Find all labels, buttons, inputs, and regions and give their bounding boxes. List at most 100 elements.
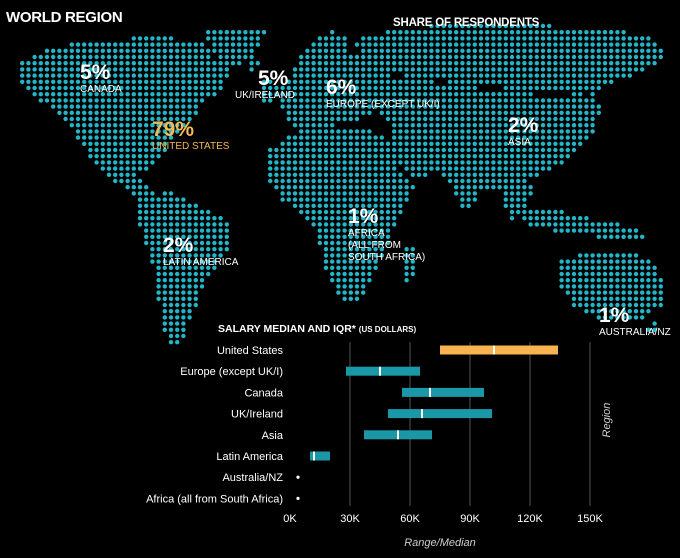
- map-dot: [150, 48, 155, 53]
- map-dot: [478, 129, 484, 134]
- map-dot: [528, 154, 533, 159]
- map-dot: [330, 67, 335, 72]
- map-dot: [584, 48, 589, 53]
- map-dot: [640, 42, 645, 47]
- map-dot: [485, 73, 490, 78]
- map-dot: [379, 178, 384, 184]
- map-dot: [336, 191, 341, 196]
- map-dot: [156, 61, 161, 66]
- map-dot: [75, 42, 81, 47]
- map-dot: [472, 98, 477, 103]
- map-dot: [392, 85, 397, 91]
- map-dot: [466, 42, 471, 47]
- map-dot: [243, 30, 248, 35]
- map-dot: [162, 222, 167, 227]
- map-dot: [373, 185, 378, 190]
- map-dot: [63, 110, 68, 116]
- map-dot: [193, 42, 198, 47]
- map-dot: [553, 216, 558, 221]
- map-dot: [379, 36, 384, 41]
- map-dot: [82, 73, 87, 78]
- map-dot: [547, 129, 552, 134]
- map-dot: [522, 116, 527, 122]
- map-dot: [317, 228, 322, 233]
- map-dot: [559, 79, 564, 85]
- map-dot: [317, 85, 322, 91]
- map-dot: [354, 247, 360, 252]
- map-dot: [615, 228, 620, 233]
- map-dot: [181, 240, 186, 246]
- map-dot: [224, 54, 229, 60]
- map-dot: [454, 85, 459, 91]
- map-dot: [168, 85, 174, 91]
- map-dot: [571, 259, 577, 264]
- map-dot: [466, 85, 471, 91]
- map-dot: [373, 160, 378, 165]
- map-dot: [652, 48, 657, 53]
- map-dot: [156, 42, 161, 47]
- map-dot: [162, 284, 167, 289]
- map-dot: [311, 116, 316, 122]
- map-dot: [410, 247, 415, 252]
- map-dot: [509, 116, 515, 122]
- map-dot: [311, 98, 316, 103]
- map-dot: [578, 42, 583, 47]
- map-dot: [336, 203, 341, 208]
- map-dot: [466, 129, 471, 134]
- map-dot: [292, 85, 298, 91]
- map-dot: [193, 259, 198, 264]
- map-dot: [429, 67, 434, 72]
- map-dot: [547, 42, 552, 47]
- map-dot: [367, 191, 372, 196]
- map-dot: [547, 116, 552, 122]
- map-dot: [429, 73, 434, 78]
- map-dot: [522, 110, 527, 116]
- region-label-europe: 6% EUROPE (EXCEPT UK/I): [326, 77, 440, 111]
- map-dot: [144, 191, 149, 196]
- map-dot: [63, 48, 68, 53]
- map-dot: [175, 333, 180, 339]
- map-dot: [367, 129, 372, 134]
- map-dot: [94, 92, 99, 97]
- map-dot: [609, 259, 614, 264]
- map-dot: [168, 265, 174, 270]
- map-dot: [460, 203, 465, 208]
- map-dot: [88, 116, 93, 122]
- map-dot: [317, 48, 322, 53]
- map-dot: [485, 147, 490, 153]
- map-dot: [323, 209, 329, 215]
- map-dot: [447, 116, 453, 122]
- map-dot: [299, 85, 304, 91]
- map-dot: [150, 247, 155, 252]
- map-dot: [156, 296, 161, 301]
- map-dot: [348, 296, 353, 301]
- map-dot: [416, 67, 422, 72]
- map-dot: [348, 203, 353, 208]
- map-dot: [193, 48, 198, 53]
- map-dot: [528, 116, 533, 122]
- map-dot: [280, 160, 285, 165]
- map-dot: [590, 302, 595, 308]
- map-dot: [156, 259, 161, 264]
- map-dot: [627, 42, 632, 47]
- map-dot: [305, 129, 310, 134]
- map-dot: [224, 247, 229, 252]
- map-dot: [565, 79, 570, 85]
- map-dot: [187, 290, 192, 295]
- map-dot: [323, 228, 329, 233]
- map-dot: [150, 42, 155, 47]
- map-dot: [311, 135, 316, 140]
- map-dot: [478, 79, 484, 85]
- map-dot: [330, 216, 335, 221]
- map-dot: [379, 61, 384, 66]
- map-dot: [354, 79, 360, 85]
- map-dot: [503, 185, 508, 190]
- map-dot: [119, 73, 124, 78]
- map-dot: [559, 129, 564, 134]
- map-dot: [286, 185, 291, 190]
- map-dot: [528, 129, 533, 134]
- map-dot: [38, 54, 43, 60]
- map-dot: [44, 61, 50, 66]
- map-dot: [88, 123, 93, 128]
- map-dot: [423, 42, 428, 47]
